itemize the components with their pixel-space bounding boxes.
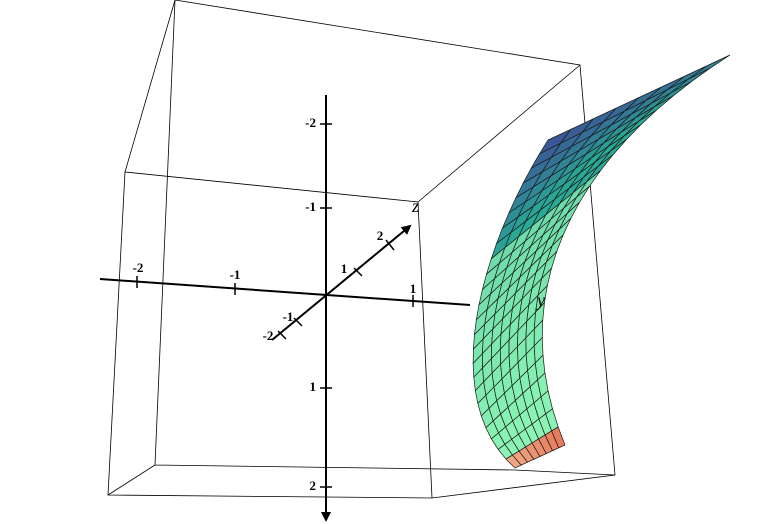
tick-label: -2 [305, 115, 316, 130]
tick-label: -1 [283, 309, 294, 324]
tick-label: 2 [377, 228, 384, 243]
tick-label: 1 [310, 379, 317, 394]
tick-label: -1 [305, 199, 316, 214]
surface-patch [667, 65, 708, 91]
tick-label: -2 [263, 328, 274, 343]
y-axis [99, 278, 471, 306]
tick-label: 1 [410, 281, 417, 296]
tick-label: 1 [341, 261, 348, 276]
surface [472, 54, 731, 469]
axis-label: z [411, 196, 419, 216]
tick-label: -2 [133, 260, 144, 275]
tick-label: 2 [310, 478, 317, 493]
surface-patch [551, 426, 566, 449]
axes [99, 95, 471, 522]
axis-label: y [535, 290, 545, 310]
surface-patch [688, 54, 731, 80]
tick-label: -1 [230, 267, 241, 282]
z-axis [271, 224, 412, 341]
bounding-box [107, 0, 616, 499]
